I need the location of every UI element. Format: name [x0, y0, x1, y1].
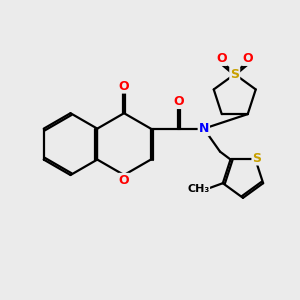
Text: O: O [243, 52, 253, 65]
Text: O: O [173, 95, 184, 108]
Text: S: S [252, 152, 261, 164]
Text: N: N [199, 122, 209, 135]
Text: O: O [119, 174, 129, 187]
Text: CH₃: CH₃ [187, 184, 209, 194]
Text: O: O [119, 80, 129, 93]
Text: S: S [230, 68, 239, 81]
Text: O: O [216, 52, 227, 65]
